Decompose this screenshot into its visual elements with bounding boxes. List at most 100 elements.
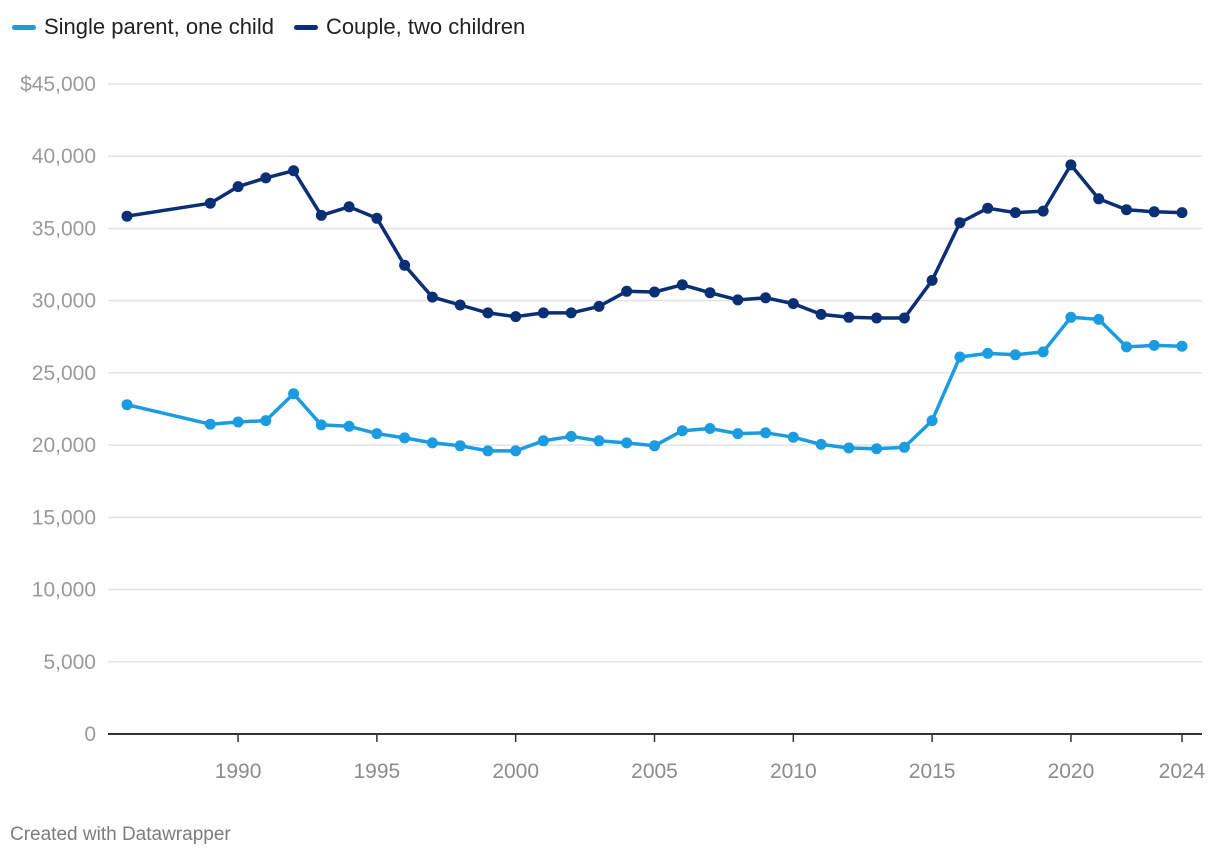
data-point	[1065, 159, 1077, 171]
x-tick-label: 1995	[354, 760, 401, 783]
data-point	[815, 438, 827, 450]
data-point	[704, 287, 716, 299]
data-point	[1037, 346, 1049, 358]
data-point	[760, 427, 772, 439]
legend-item-single-parent: Single parent, one child	[12, 14, 274, 40]
y-tick-label: 35,000	[32, 217, 96, 240]
legend-swatch-single-parent	[12, 24, 36, 30]
y-tick-label: 25,000	[32, 362, 96, 385]
data-point	[510, 311, 522, 323]
data-point	[1093, 193, 1105, 205]
data-point	[1176, 207, 1188, 219]
data-point	[537, 307, 549, 319]
x-tick-label: 2015	[909, 760, 956, 783]
data-point	[1009, 207, 1021, 219]
y-gridlines	[108, 83, 1202, 663]
data-point	[1065, 311, 1077, 323]
data-point	[121, 210, 133, 222]
legend-label-couple: Couple, two children	[325, 14, 526, 39]
data-point	[204, 197, 216, 209]
y-tick-label: 5,000	[43, 651, 96, 674]
data-point	[204, 418, 216, 430]
data-point	[954, 217, 966, 229]
data-point	[371, 212, 383, 224]
data-point	[676, 425, 688, 437]
y-tick-label: 20,000	[32, 434, 96, 457]
y-tick-label: 40,000	[32, 145, 96, 168]
data-point	[871, 443, 883, 455]
y-tick-label: $45,000	[20, 73, 96, 96]
data-point	[843, 442, 855, 454]
data-point	[371, 428, 383, 440]
data-point	[898, 312, 910, 324]
data-point	[982, 347, 994, 359]
data-point	[676, 279, 688, 291]
data-point	[399, 259, 411, 271]
data-point	[454, 440, 466, 452]
x-tick-label: 2010	[770, 760, 817, 783]
datawrapper-credit: Created with Datawrapper	[10, 824, 231, 845]
data-point	[843, 311, 855, 323]
data-point	[871, 312, 883, 324]
data-point	[649, 440, 660, 452]
y-axis-ticks: 0 5,000 10,000 15,000 20,000 25,000 30,000 35,0…	[20, 73, 96, 746]
data-point	[1121, 341, 1132, 353]
series-line-0	[125, 315, 1184, 453]
legend-label-single-parent: Single parent, one child	[44, 14, 274, 39]
data-point	[649, 286, 660, 298]
data-point	[593, 300, 605, 312]
data-point	[787, 431, 799, 443]
data-point	[288, 165, 300, 177]
data-point	[898, 441, 910, 453]
data-point	[288, 388, 300, 400]
data-point	[121, 399, 133, 411]
data-point	[1148, 206, 1160, 218]
data-point	[482, 445, 494, 457]
data-point	[621, 437, 633, 449]
y-tick-label: 15,000	[32, 506, 96, 529]
x-tick-label: 1990	[215, 760, 262, 783]
data-point	[260, 415, 272, 427]
y-tick-label: 10,000	[32, 579, 96, 602]
legend-swatch-couple	[293, 24, 318, 30]
data-point	[732, 294, 744, 306]
data-point	[704, 423, 716, 434]
data-point	[343, 420, 355, 432]
x-tick-label: 2005	[631, 760, 678, 783]
data-point	[982, 202, 994, 214]
data-point	[1093, 313, 1105, 325]
data-point	[315, 419, 327, 431]
y-tick-label: 30,000	[32, 290, 96, 313]
data-point	[1176, 340, 1188, 352]
data-point	[760, 292, 772, 304]
data-point	[954, 351, 966, 363]
data-point	[537, 435, 549, 447]
data-point	[787, 298, 799, 310]
data-point	[315, 209, 327, 221]
data-point	[510, 445, 522, 457]
data-point	[426, 437, 438, 449]
x-tick-label: 2000	[492, 760, 539, 783]
data-point	[1037, 205, 1049, 217]
data-point	[399, 432, 411, 444]
data-point	[732, 428, 744, 440]
data-point	[232, 416, 244, 428]
data-point	[1121, 204, 1132, 216]
data-point	[482, 307, 494, 319]
data-point	[926, 415, 938, 427]
y-tick-label: 0	[84, 723, 96, 746]
data-point	[621, 285, 633, 297]
data-point	[1009, 349, 1021, 361]
data-point	[454, 299, 466, 311]
data-point	[232, 181, 244, 193]
x-axis: 1990 1995 2000 2005 2010 2015 2020 2024	[108, 733, 1206, 783]
data-point	[593, 435, 605, 447]
series-lines	[121, 159, 1188, 457]
x-tick-label: 2024	[1159, 760, 1206, 783]
data-point	[260, 172, 272, 184]
data-point	[565, 307, 577, 319]
data-point	[926, 274, 938, 286]
data-point	[565, 430, 577, 442]
data-point	[815, 308, 827, 320]
